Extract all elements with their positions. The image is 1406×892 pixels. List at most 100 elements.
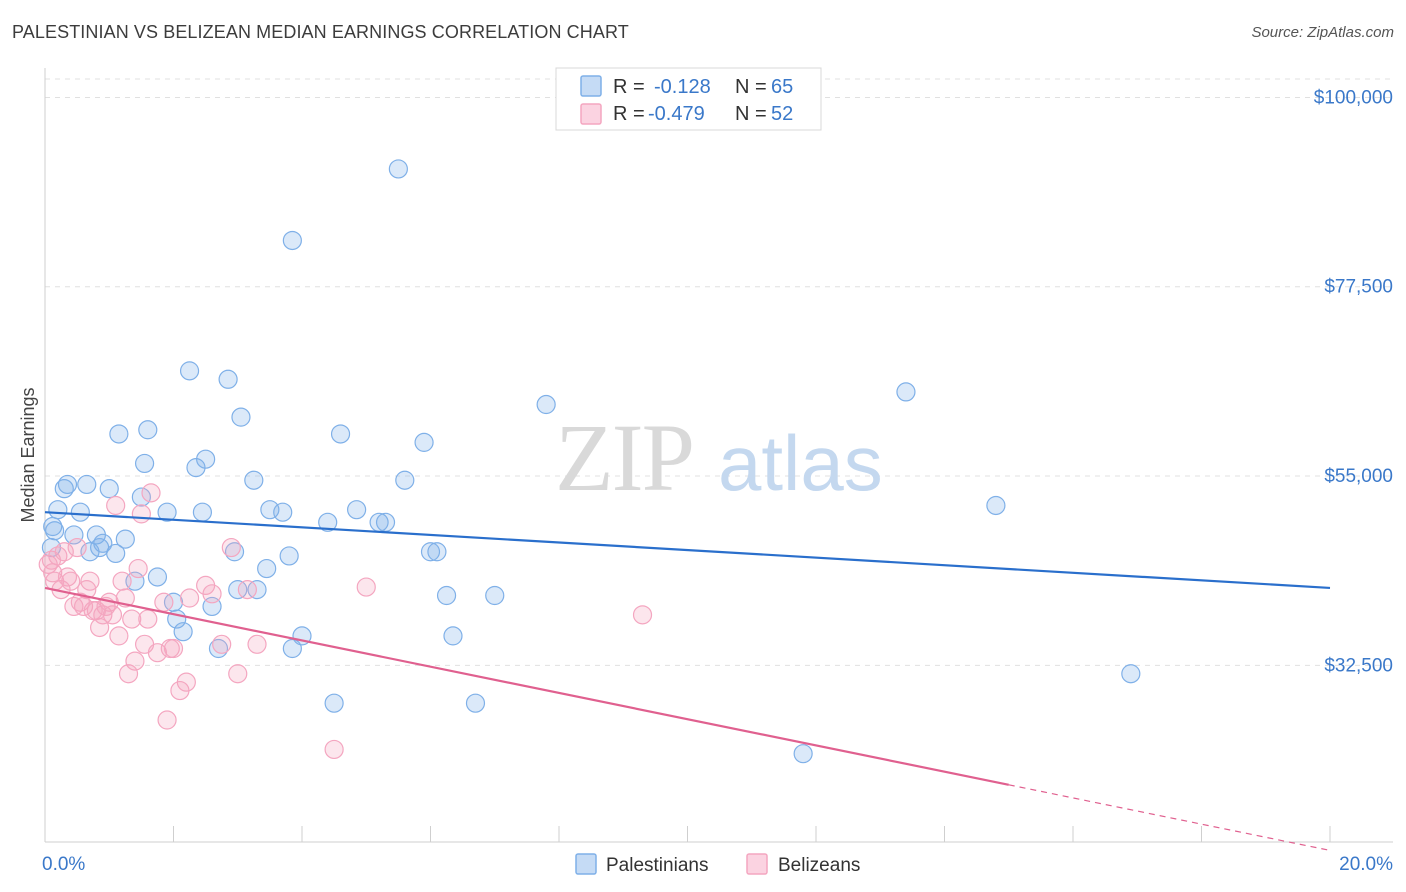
belizean-point-36 bbox=[157, 710, 177, 730]
palestinian-point-13 bbox=[106, 543, 126, 564]
y-tick-label-2: $77,500 bbox=[1324, 277, 1393, 298]
legend-swatch-belizeans bbox=[580, 103, 602, 125]
palestinian-point-2 bbox=[48, 500, 68, 520]
y-tick-label-1: $55,000 bbox=[1324, 466, 1393, 487]
belizean-point-27 bbox=[122, 609, 142, 629]
belizean-point-35 bbox=[154, 592, 174, 612]
belizean-point-33 bbox=[141, 483, 161, 503]
palestinian-point-20 bbox=[147, 567, 168, 587]
palestinian-point-28 bbox=[196, 449, 216, 469]
belizean-point-23 bbox=[109, 626, 129, 646]
palestinian-point-52 bbox=[414, 432, 434, 452]
trend-lines bbox=[44, 511, 1331, 852]
bottom-legend-belizeans: Belizeans bbox=[778, 855, 860, 876]
palestinian-point-25 bbox=[179, 361, 200, 381]
palestinian-point-47 bbox=[347, 500, 367, 520]
belizean-point-46 bbox=[228, 664, 248, 684]
legend-n-label-2: N = bbox=[735, 103, 767, 125]
palestinian-point-12 bbox=[99, 479, 119, 499]
palestinian-point-35 bbox=[244, 470, 264, 490]
y-tick-labels: $32,500 $55,000 $77,500 $100,000 bbox=[1314, 87, 1393, 676]
bottom-legend: Palestinians Belizeans bbox=[575, 853, 860, 876]
palestinian-point-6 bbox=[70, 502, 90, 522]
palestinian-point-55 bbox=[436, 585, 457, 606]
belizean-point-29 bbox=[128, 558, 148, 579]
palestinian-point-24 bbox=[173, 622, 193, 642]
palestinian-point-19 bbox=[138, 420, 158, 440]
belizean-point-28 bbox=[125, 651, 145, 671]
belizean-point-24 bbox=[112, 571, 132, 591]
bottom-legend-swatch-palestinians bbox=[575, 853, 597, 875]
palestinian-point-61 bbox=[896, 382, 916, 402]
palestinian-point-58 bbox=[485, 585, 505, 606]
belizean-point-45 bbox=[221, 537, 241, 558]
palestinian-point-21 bbox=[157, 502, 177, 522]
legend-n-label-1: N = bbox=[735, 76, 767, 98]
belizean-point-49 bbox=[324, 739, 344, 760]
palestinian-point-40 bbox=[279, 546, 299, 566]
belizean-point-41 bbox=[179, 588, 200, 608]
bottom-legend-swatch-belizeans bbox=[746, 853, 768, 875]
palestinian-point-27 bbox=[192, 502, 213, 522]
legend-n-value-1: 65 bbox=[771, 76, 793, 98]
x-tick-label-max: 20.0% bbox=[1339, 854, 1393, 875]
palestinian-point-45 bbox=[324, 693, 344, 713]
belizean-point-30 bbox=[131, 504, 151, 524]
palestinian-point-37 bbox=[257, 558, 277, 579]
palestinian-trend-line bbox=[44, 511, 1331, 590]
y-axis-label: Median Earnings bbox=[18, 387, 38, 522]
belizean-point-22 bbox=[106, 495, 126, 516]
legend-n-value-2: 52 bbox=[771, 103, 793, 125]
belizean-point-43 bbox=[202, 584, 222, 604]
palestinian-point-50 bbox=[388, 159, 408, 179]
legend-r-label-2: R = bbox=[613, 103, 645, 125]
belizean-point-8 bbox=[61, 571, 81, 591]
belizean-point-32 bbox=[138, 609, 158, 629]
data-points bbox=[38, 159, 1141, 764]
palestinian-point-54 bbox=[427, 542, 447, 562]
palestinian-point-62 bbox=[986, 495, 1006, 516]
palestinian-point-7 bbox=[77, 474, 97, 495]
bottom-legend-palestinians: Palestinians bbox=[606, 855, 708, 876]
belizean-point-17 bbox=[90, 617, 110, 638]
belizean-point-10 bbox=[67, 537, 87, 558]
watermark: ZIP atlas bbox=[555, 404, 883, 511]
palestinian-point-59 bbox=[536, 394, 556, 415]
belizean-point-26 bbox=[118, 664, 139, 684]
legend: R = -0.128 N = 65 R = -0.479 N = 52 bbox=[555, 67, 822, 131]
palestinian-point-64 bbox=[43, 516, 63, 537]
belizean-point-6 bbox=[54, 542, 74, 562]
belizean-point-50 bbox=[356, 577, 376, 597]
belizean-point-44 bbox=[212, 634, 232, 654]
palestinian-point-63 bbox=[1121, 664, 1141, 684]
palestinian-point-11 bbox=[93, 533, 113, 553]
axes bbox=[44, 68, 1393, 843]
belizean-trend-line bbox=[44, 586, 1009, 786]
y-tick-label-0: $32,500 bbox=[1324, 655, 1393, 676]
palestinian-point-53 bbox=[420, 542, 441, 562]
x-tick-label-min: 0.0% bbox=[42, 854, 85, 875]
palestinian-point-36 bbox=[247, 580, 267, 600]
legend-r-value-1: -0.128 bbox=[654, 76, 711, 98]
x-tick-labels: 0.0% 20.0% bbox=[42, 854, 1393, 875]
palestinian-point-60 bbox=[793, 744, 813, 764]
legend-r-value-2: -0.479 bbox=[648, 103, 705, 125]
belizean-trend-line-extension bbox=[1008, 784, 1331, 852]
palestinian-point-44 bbox=[318, 512, 338, 532]
palestinian-point-34 bbox=[231, 407, 251, 427]
svg-text:atlas: atlas bbox=[718, 419, 883, 507]
palestinian-point-49 bbox=[375, 512, 396, 532]
belizean-point-21 bbox=[102, 605, 123, 625]
palestinian-point-17 bbox=[131, 487, 151, 507]
source-label: Source: ZipAtlas.com bbox=[1251, 24, 1394, 41]
palestinian-point-57 bbox=[465, 693, 486, 713]
palestinian-point-46 bbox=[330, 424, 351, 444]
grid-lines bbox=[45, 78, 1393, 666]
legend-r-label-1: R = bbox=[613, 76, 645, 98]
palestinian-point-18 bbox=[134, 453, 155, 474]
chart-title: PALESTINIAN VS BELIZEAN MEDIAN EARNINGS … bbox=[12, 22, 629, 42]
palestinian-point-33 bbox=[228, 580, 248, 600]
palestinian-point-4 bbox=[57, 474, 78, 495]
palestinian-point-15 bbox=[115, 529, 135, 549]
